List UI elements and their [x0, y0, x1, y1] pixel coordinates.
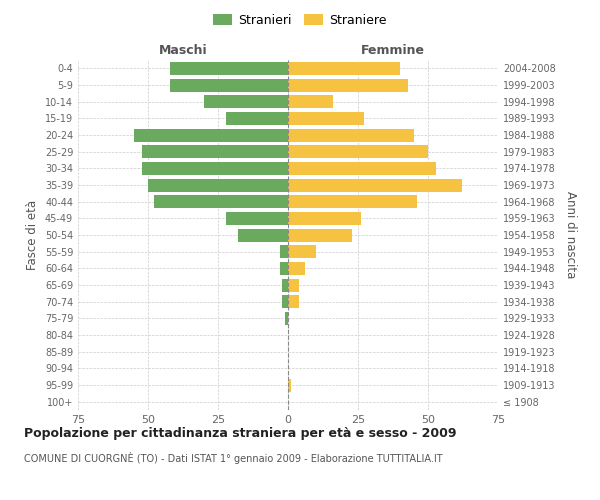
Bar	[288, 212, 361, 225]
Bar	[142, 162, 288, 175]
Bar	[170, 78, 288, 92]
Bar	[280, 262, 288, 275]
Bar	[288, 95, 333, 108]
Bar	[288, 78, 409, 92]
Bar	[226, 112, 288, 125]
Bar	[280, 245, 288, 258]
Bar	[288, 178, 461, 192]
Bar	[288, 195, 417, 208]
Bar	[288, 62, 400, 75]
Text: COMUNE DI CUORGNÈ (TO) - Dati ISTAT 1° gennaio 2009 - Elaborazione TUTTITALIA.IT: COMUNE DI CUORGNÈ (TO) - Dati ISTAT 1° g…	[24, 452, 443, 464]
Bar	[288, 262, 305, 275]
Bar	[142, 145, 288, 158]
Text: Popolazione per cittadinanza straniera per età e sesso - 2009: Popolazione per cittadinanza straniera p…	[24, 428, 457, 440]
Bar	[288, 378, 291, 392]
Bar	[288, 278, 299, 291]
Y-axis label: Fasce di età: Fasce di età	[26, 200, 39, 270]
Bar	[288, 112, 364, 125]
Bar	[170, 62, 288, 75]
Bar	[288, 245, 316, 258]
Text: Femmine: Femmine	[361, 44, 425, 57]
Text: Maschi: Maschi	[158, 44, 208, 57]
Bar	[288, 295, 299, 308]
Bar	[283, 278, 288, 291]
Bar	[288, 162, 436, 175]
Bar	[288, 128, 414, 141]
Bar	[238, 228, 288, 241]
Bar	[204, 95, 288, 108]
Y-axis label: Anni di nascita: Anni di nascita	[564, 192, 577, 278]
Bar	[154, 195, 288, 208]
Bar	[283, 295, 288, 308]
Bar	[226, 212, 288, 225]
Bar	[148, 178, 288, 192]
Bar	[285, 312, 288, 325]
Bar	[134, 128, 288, 141]
Legend: Stranieri, Straniere: Stranieri, Straniere	[208, 8, 392, 32]
Bar	[288, 228, 352, 241]
Bar	[288, 145, 428, 158]
